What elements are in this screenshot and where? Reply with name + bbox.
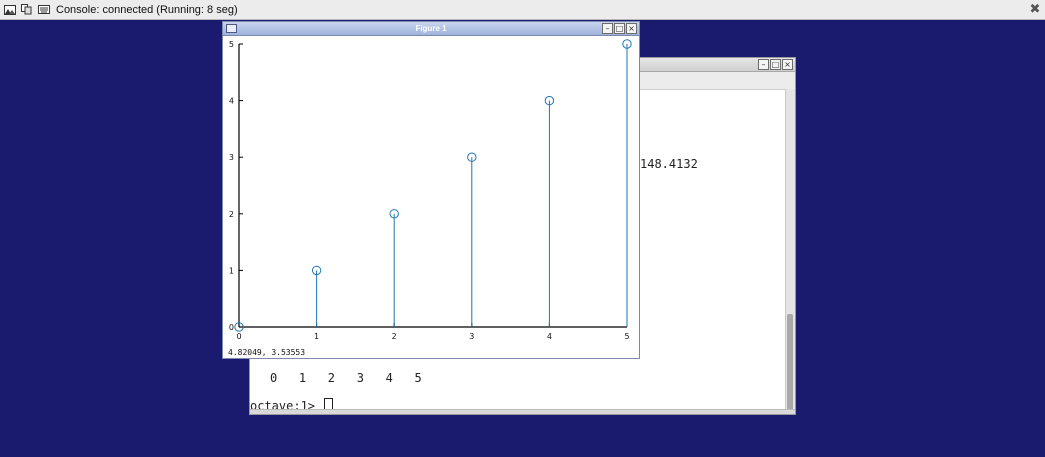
- maximize-icon[interactable]: □: [770, 59, 781, 70]
- close-icon[interactable]: ×: [782, 59, 793, 70]
- y-tick-label: 0: [229, 323, 234, 332]
- stem-marker: [467, 152, 477, 162]
- y-tick-label: 5: [229, 40, 234, 49]
- console-toolbar: Console: connected (Running: 8 seg) ✖: [0, 0, 1045, 20]
- tick-labels: 0 1 2 3 4 5 0 1 2 3 4 5: [229, 40, 630, 341]
- y-tick-label: 3: [229, 153, 234, 162]
- close-icon[interactable]: ×: [626, 23, 637, 34]
- plot-axes: [238, 43, 628, 328]
- plot-stems: [234, 39, 632, 332]
- terminal-scrollbar[interactable]: [785, 89, 795, 411]
- figure-titlebar[interactable]: Figure 1 – □ ×: [223, 22, 639, 36]
- terminal-output-row: 0 1 2 3 4 5: [270, 371, 422, 385]
- y-tick-label: 1: [229, 266, 234, 275]
- x-tick-label: 2: [392, 332, 397, 341]
- minimize-icon[interactable]: –: [602, 23, 613, 34]
- window-menu-icon[interactable]: [226, 24, 237, 33]
- stem-marker: [234, 322, 244, 332]
- stem-marker: [389, 209, 399, 219]
- terminal-bottom-edge: [250, 409, 795, 414]
- x-tick-label: 3: [469, 332, 474, 341]
- figure-title: Figure 1: [415, 24, 447, 33]
- console-title: Console: connected (Running: 8 seg): [56, 3, 238, 16]
- picture-icon[interactable]: [3, 4, 16, 15]
- x-tick-label: 4: [547, 332, 552, 341]
- y-tick-label: 2: [229, 210, 234, 219]
- maximize-icon[interactable]: □: [614, 23, 625, 34]
- x-tick-label: 1: [314, 332, 319, 341]
- cursor-coordinates: 4.82049, 3.53553: [228, 348, 306, 357]
- stem-marker: [622, 39, 632, 49]
- stem-marker: [311, 265, 322, 276]
- scrollbar-thumb[interactable]: [787, 314, 793, 410]
- keyboard-icon[interactable]: [37, 4, 50, 15]
- x-tick-label: 0: [236, 332, 241, 341]
- terminal-output-value: 148.4132: [640, 157, 698, 171]
- copy-icon[interactable]: [20, 4, 33, 15]
- x-tick-label: 5: [624, 332, 629, 341]
- close-icon[interactable]: ✖: [1029, 2, 1041, 17]
- minimize-icon[interactable]: –: [758, 59, 769, 70]
- figure-window[interactable]: Figure 1 – □ × 0 1 2 3 4 5 0 1 2 3 4 5 4.82049, 3.5…: [222, 21, 640, 359]
- stem-plot[interactable]: 0 1 2 3 4 5 0 1 2 3 4 5: [223, 35, 639, 347]
- y-tick-label: 4: [229, 97, 234, 106]
- stem-marker: [544, 95, 555, 106]
